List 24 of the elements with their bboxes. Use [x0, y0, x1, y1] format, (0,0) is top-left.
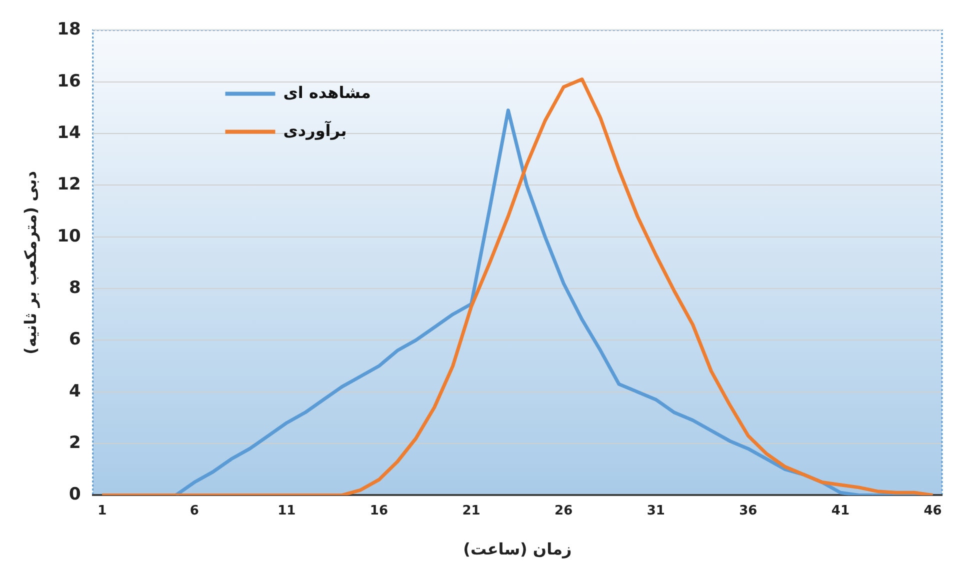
legend-label: برآوردی	[283, 120, 347, 140]
x-tick-label: 31	[646, 503, 665, 518]
x-tick-label: 1	[98, 503, 107, 518]
y-tick-label: 18	[57, 20, 81, 40]
x-tick-label: 16	[370, 503, 388, 518]
y-tick-label: 6	[69, 330, 81, 350]
x-tick-label: 26	[554, 503, 573, 518]
x-tick-label: 46	[924, 503, 942, 518]
x-tick-label: 21	[462, 503, 480, 518]
x-tick-label: 36	[739, 503, 758, 518]
y-tick-label: 8	[69, 278, 81, 298]
y-tick-label: 4	[69, 381, 82, 402]
y-tick-label: 14	[57, 122, 82, 143]
x-axis-title: زمان (ساعت)	[463, 540, 572, 559]
x-tick-label: 41	[831, 503, 850, 518]
y-tick-label: 16	[57, 71, 81, 92]
y-tick-label: 2	[69, 432, 81, 453]
x-tick-label: 6	[190, 503, 199, 518]
y-tick-label: 0	[69, 484, 82, 505]
y-tick-label: 12	[57, 174, 81, 195]
y-axis-title: دبی (مترمکعب بر ثانیه)	[20, 170, 40, 354]
x-tick-label: 11	[278, 503, 296, 518]
legend-label: مشاهده ای	[283, 82, 371, 102]
y-tick-label: 10	[57, 226, 82, 246]
